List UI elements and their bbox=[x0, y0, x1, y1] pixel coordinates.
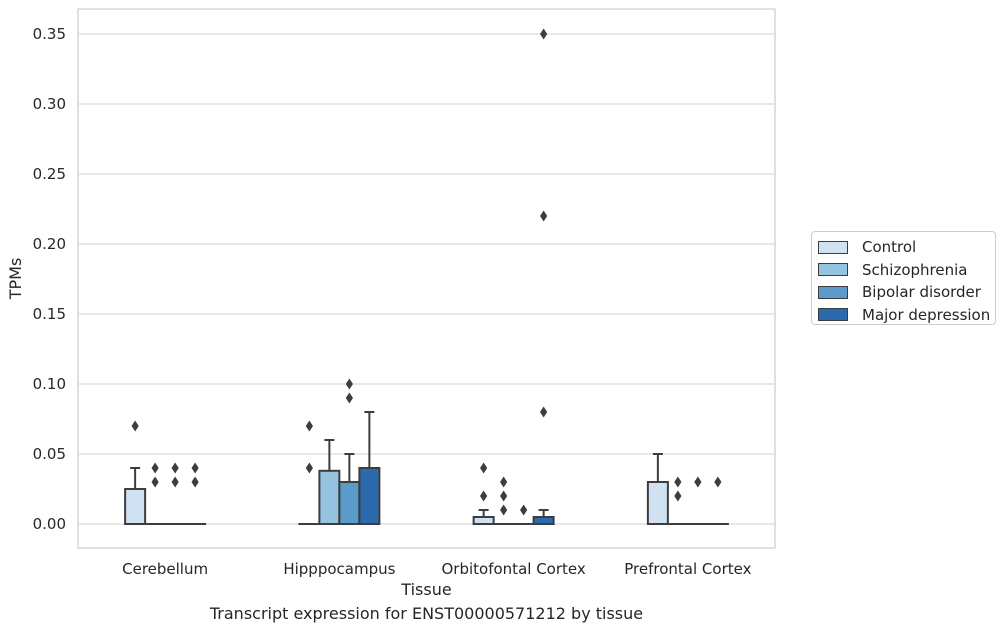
outlier-point bbox=[500, 490, 508, 502]
outlier-point bbox=[500, 504, 508, 516]
legend-label: Bipolar disorder bbox=[862, 283, 981, 302]
box-1-2 bbox=[338, 378, 361, 525]
box-2-1 bbox=[492, 476, 515, 526]
x-tick-label: Orbitofontal Cortex bbox=[442, 560, 586, 578]
legend-label: Control bbox=[862, 238, 917, 257]
box-3-1 bbox=[666, 476, 689, 526]
y-tick-label: 0.20 bbox=[33, 235, 66, 253]
legend-item: Major depression bbox=[818, 304, 991, 327]
y-axis-label: TPMs bbox=[6, 258, 25, 301]
box-2-0 bbox=[472, 462, 495, 525]
box-1-3 bbox=[358, 411, 381, 525]
x-tick-label: Prefrontal Cortex bbox=[624, 560, 751, 578]
outlier-point bbox=[480, 490, 488, 502]
legend: Control Schizophrenia Bipolar disorder Majo… bbox=[811, 231, 996, 325]
box-body bbox=[318, 469, 341, 525]
outlier-point bbox=[131, 420, 139, 432]
outlier-point bbox=[540, 28, 548, 40]
y-tick-labels: 0.00 0.05 0.10 0.15 0.20 0.25 0.30 0.35 bbox=[33, 25, 66, 533]
outlier-point bbox=[520, 504, 528, 516]
box-body bbox=[358, 467, 381, 525]
legend-label: Schizophrenia bbox=[862, 260, 968, 279]
box-body bbox=[472, 516, 495, 525]
legend-item: Control bbox=[818, 236, 989, 259]
outlier-point bbox=[540, 210, 548, 222]
outlier-point bbox=[171, 462, 179, 474]
box-body bbox=[124, 488, 147, 525]
y-tick-label: 0.10 bbox=[33, 375, 66, 393]
outlier-point bbox=[151, 462, 159, 474]
outlier-point bbox=[540, 406, 548, 418]
outlier-point bbox=[694, 476, 702, 488]
legend-swatch bbox=[818, 285, 848, 299]
y-tick-label: 0.05 bbox=[33, 445, 66, 463]
outlier-point bbox=[151, 476, 159, 488]
legend-item: Bipolar disorder bbox=[818, 281, 989, 304]
legend-swatch bbox=[818, 263, 848, 277]
legend-swatch bbox=[818, 308, 848, 322]
outlier-point bbox=[674, 490, 682, 502]
x-axis-label: Tissue bbox=[400, 580, 451, 599]
box-body bbox=[532, 516, 555, 525]
legend-label: Major depression bbox=[862, 305, 991, 324]
box-2-3 bbox=[532, 28, 555, 525]
outlier-point bbox=[345, 392, 353, 404]
outlier-point bbox=[305, 462, 313, 474]
y-tick-label: 0.00 bbox=[33, 515, 66, 533]
x-tick-label: Hipppocampus bbox=[283, 560, 395, 578]
box-3-3 bbox=[706, 476, 729, 526]
box-0-0 bbox=[124, 420, 147, 525]
y-tick-label: 0.30 bbox=[33, 95, 66, 113]
outlier-point bbox=[171, 476, 179, 488]
outlier-point bbox=[500, 476, 508, 488]
x-tick-label: Cerebellum bbox=[122, 560, 208, 578]
outlier-point bbox=[305, 420, 313, 432]
y-tick-label: 0.25 bbox=[33, 165, 66, 183]
box-body bbox=[646, 481, 669, 525]
outlier-point bbox=[674, 476, 682, 488]
outlier-point bbox=[345, 378, 353, 390]
plot-area bbox=[77, 8, 776, 549]
box-2-2 bbox=[512, 504, 535, 526]
outlier-point bbox=[714, 476, 722, 488]
box-3-2 bbox=[686, 476, 709, 526]
box-3-0 bbox=[646, 453, 669, 525]
box-1-0 bbox=[298, 420, 321, 526]
outlier-point bbox=[480, 462, 488, 474]
chart-caption: Transcript expression for ENST0000057121… bbox=[209, 604, 644, 623]
legend-item: Schizophrenia bbox=[818, 259, 989, 282]
y-tick-label: 0.35 bbox=[33, 25, 66, 43]
outlier-point bbox=[191, 462, 199, 474]
box-plots bbox=[124, 28, 729, 526]
outlier-point bbox=[191, 476, 199, 488]
y-tick-label: 0.15 bbox=[33, 305, 66, 323]
legend-swatch bbox=[818, 240, 848, 254]
box-0-3 bbox=[184, 462, 207, 526]
box-body bbox=[338, 481, 361, 525]
x-tick-labels: Cerebellum Hipppocampus Orbitofontal Corte… bbox=[122, 560, 751, 578]
